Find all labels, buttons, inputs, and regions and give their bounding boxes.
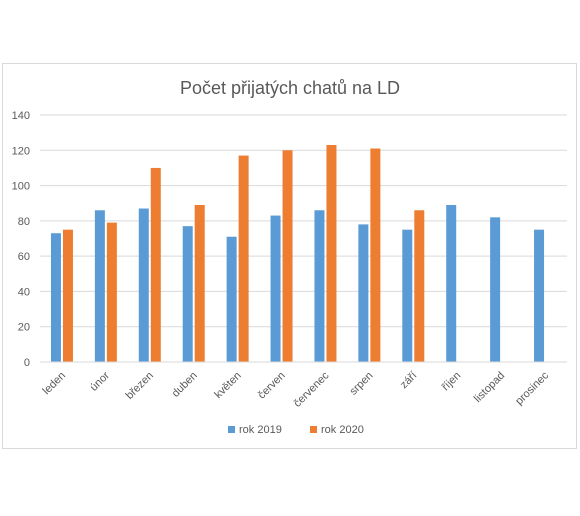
bar bbox=[534, 229, 545, 362]
bar bbox=[50, 233, 61, 362]
x-tick-label: prosinec bbox=[513, 369, 551, 407]
x-tick-label: květen bbox=[212, 370, 243, 401]
x-tick-label: červen bbox=[256, 370, 288, 402]
legend: rok 2019 rok 2020 bbox=[228, 424, 364, 436]
y-axis-ticks: 0 20 40 60 80 100 120 140 bbox=[12, 110, 30, 369]
y-tick-label: 0 bbox=[24, 357, 30, 369]
y-tick-label: 80 bbox=[18, 216, 30, 228]
y-tick-label: 20 bbox=[18, 322, 30, 334]
chart-title: Počet přijatých chatů na LD bbox=[180, 78, 400, 98]
x-axis-ticks: leden únor březen duben květen červen červenec… bbox=[41, 369, 552, 409]
bar bbox=[182, 226, 193, 362]
bar bbox=[106, 222, 117, 362]
bar bbox=[270, 215, 281, 362]
x-tick-label: říjen bbox=[440, 370, 464, 394]
gridlines bbox=[40, 114, 567, 363]
y-tick-label: 40 bbox=[18, 286, 30, 298]
bar bbox=[150, 167, 161, 362]
x-tick-label: listopad bbox=[472, 370, 507, 405]
y-tick-label: 60 bbox=[18, 251, 30, 263]
bar bbox=[414, 210, 425, 362]
bar bbox=[402, 229, 413, 362]
x-tick-label: duben bbox=[170, 370, 200, 400]
bar bbox=[314, 210, 325, 362]
x-tick-label: leden bbox=[41, 370, 69, 398]
x-tick-label: srpen bbox=[348, 370, 376, 398]
x-tick-label: březen bbox=[124, 370, 156, 402]
legend-label: rok 2019 bbox=[239, 424, 282, 436]
bar bbox=[282, 150, 293, 362]
y-tick-label: 100 bbox=[12, 181, 30, 193]
legend-swatch bbox=[228, 426, 235, 433]
bar bbox=[446, 204, 457, 362]
bar bbox=[238, 155, 249, 362]
legend-swatch bbox=[310, 426, 317, 433]
bar bbox=[94, 210, 105, 362]
bar bbox=[226, 236, 237, 362]
x-tick-label: září bbox=[398, 370, 419, 391]
bar bbox=[358, 224, 369, 362]
bar bbox=[62, 229, 73, 362]
x-tick-label: červenec bbox=[292, 369, 332, 409]
bar bbox=[194, 204, 205, 362]
bar bbox=[370, 148, 381, 362]
legend-label: rok 2020 bbox=[321, 424, 364, 436]
y-tick-label: 140 bbox=[12, 110, 30, 122]
bars bbox=[40, 144, 567, 363]
bar bbox=[138, 208, 149, 362]
bar bbox=[490, 217, 501, 362]
bar bbox=[326, 144, 337, 362]
x-tick-label: únor bbox=[88, 369, 112, 393]
y-tick-label: 120 bbox=[12, 145, 30, 157]
